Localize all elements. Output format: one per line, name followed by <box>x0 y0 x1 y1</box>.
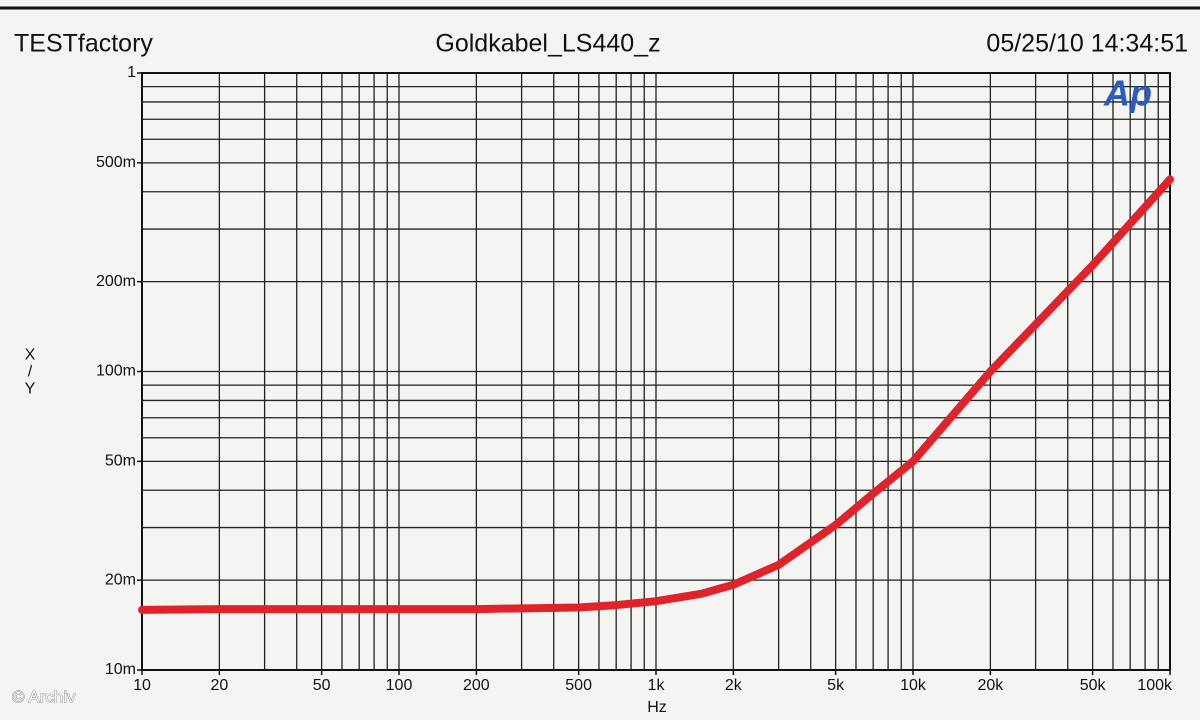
grid <box>137 72 1171 675</box>
y-axis-label: X/Y <box>22 347 39 398</box>
x-tick-label: 100k <box>1137 677 1173 694</box>
y-tick-label: 200m <box>96 273 136 290</box>
plot <box>138 175 1174 614</box>
y-tick-label: 100m <box>96 363 136 380</box>
x-tick-label: 500 <box>565 677 592 694</box>
logo: Ap <box>1103 73 1152 114</box>
data-line <box>138 175 1174 614</box>
x-tick-label: 200 <box>463 677 490 694</box>
y-tick-label: 10m <box>105 661 136 678</box>
x-tick-label: 1k <box>648 677 666 694</box>
x-tick-label: 10 <box>133 677 151 694</box>
x-axis-label: Hz <box>647 699 667 716</box>
header-left: TESTfactory <box>14 30 153 58</box>
x-tick-label: 2k <box>725 677 743 694</box>
y-tick-label: 20m <box>105 571 136 588</box>
watermark: © Archiv <box>12 687 76 706</box>
x-tick-label: 50k <box>1080 677 1107 694</box>
y-tick-label: 50m <box>105 453 136 470</box>
x-tick-label: 5k <box>827 677 845 694</box>
x-tick-label: 10k <box>900 677 927 694</box>
x-tick-label: 100 <box>386 677 413 694</box>
y-tick-label: 1 <box>127 64 136 81</box>
y-tick-label: 500m <box>96 154 136 171</box>
header-right: 05/25/10 14:34:51 <box>986 30 1188 58</box>
header-center: Goldkabel_LS440_z <box>435 30 660 58</box>
x-tick-label: 20 <box>210 677 228 694</box>
x-tick-label: 20k <box>977 677 1004 694</box>
x-tick-label: 50 <box>313 677 331 694</box>
